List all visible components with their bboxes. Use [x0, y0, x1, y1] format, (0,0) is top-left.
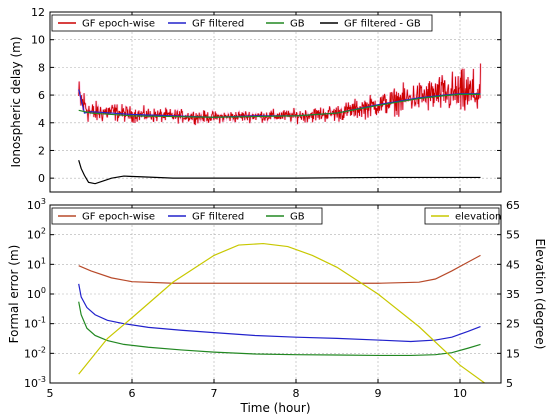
x-axis-title: Time (hour): [239, 401, 310, 415]
y-tick-label: 12: [31, 6, 45, 19]
y2-tick-label: 5: [506, 377, 513, 390]
y-axis-title: Formal error (m): [7, 245, 21, 344]
legend: GF epoch-wise GF filtered GB: [51, 207, 323, 225]
y-tick-label: 10-1: [24, 316, 46, 331]
series-line: [78, 63, 481, 126]
y2-tick-label: 15: [506, 347, 520, 360]
series-line: [78, 254, 481, 284]
y-tick-label: 101: [27, 256, 46, 271]
legend: GF epoch-wise GF filtered GB GF filtered - …: [51, 14, 433, 32]
bottom-panel-formal-error: 5 6 7 8 9 10 10-3 10-2 10-1 100 101 102 103 5 15 25 35 45…: [7, 197, 547, 415]
legend-entry: GF filtered: [192, 19, 244, 30]
y-tick-label: 10: [31, 34, 45, 47]
legend-entry: GF filtered: [192, 212, 244, 223]
x-tick-label: 8: [293, 387, 300, 400]
series-line: [78, 242, 485, 383]
y2-axis-title: Elevation (degree): [533, 239, 547, 350]
series-layer: [78, 242, 485, 383]
y-tick-label: 102: [27, 227, 46, 242]
y-tick-label: 4: [38, 117, 45, 130]
series-layer: [77, 63, 482, 185]
legend-box: [424, 207, 500, 225]
x-tick-label: 5: [47, 387, 54, 400]
legend-entry: GF epoch-wise: [82, 19, 155, 30]
y-tick-label: 8: [38, 61, 45, 74]
y2-tick-label: 25: [506, 318, 520, 331]
legend-entry: GF filtered - GB: [344, 19, 421, 30]
legend-entry: GF epoch-wise: [82, 212, 155, 223]
y-tick-label: 10-3: [24, 375, 46, 390]
legend-entry: GB: [290, 212, 305, 223]
x-tick-label: 9: [375, 387, 382, 400]
y-tick-label: 100: [27, 286, 46, 301]
x-tick-label: 7: [211, 387, 218, 400]
y-axis-title: Ionospheric delay (m): [9, 36, 23, 167]
y-tick-label: 103: [27, 197, 46, 212]
top-panel-ionospheric-delay: 0 2 4 6 8 10 12 Ionospheric delay (m) GF epoch-w…: [9, 6, 502, 193]
x-tick-label: 10: [453, 387, 467, 400]
legend-entry: elevation: [455, 212, 501, 223]
series-line: [78, 283, 481, 343]
series-line: [78, 301, 481, 357]
axes-frame: [49, 11, 502, 193]
legend-box: [51, 207, 323, 225]
y-tick-label: 2: [38, 144, 45, 157]
legend: elevation: [424, 207, 501, 225]
y2-tick-label: 65: [506, 199, 520, 212]
y2-tick-label: 35: [506, 288, 520, 301]
legend-entry: GB: [290, 19, 305, 30]
y-tick-label: 10-2: [24, 345, 46, 360]
y2-tick-label: 55: [506, 229, 520, 242]
series-line: [78, 89, 481, 118]
y-tick-label: 0: [38, 172, 45, 185]
x-tick-label: 6: [129, 387, 136, 400]
series-line: [78, 93, 481, 118]
series-line: [78, 159, 481, 185]
y-tick-label: 6: [38, 89, 45, 102]
y2-tick-label: 45: [506, 258, 520, 271]
legend-box: [51, 14, 433, 32]
